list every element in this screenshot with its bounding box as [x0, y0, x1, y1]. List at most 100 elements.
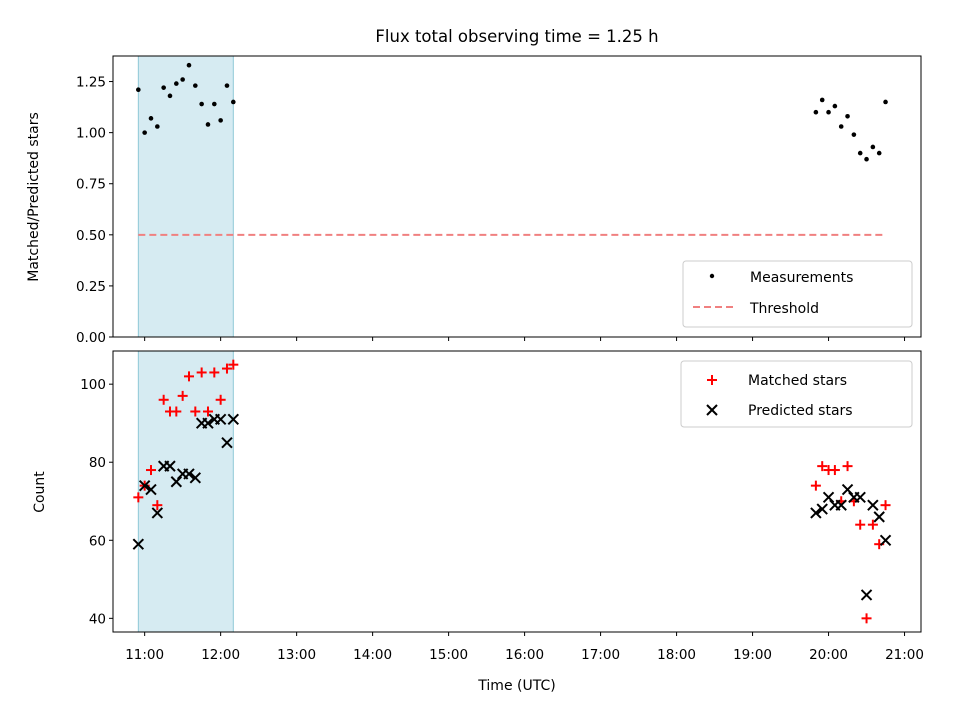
- top-frame: [112, 55, 922, 338]
- bottom-legend: Matched stars Predicted stars: [680, 360, 913, 428]
- x-tick-label: 14:00: [353, 647, 392, 663]
- matched-stars-point: [817, 461, 828, 472]
- legend-label-measurements: Measurements: [750, 270, 853, 286]
- top-y-axis: 0.00 0.25 0.50 0.75 1.00 1.25: [76, 75, 113, 346]
- measurements-point: [838, 124, 844, 129]
- matched-stars-point: [867, 519, 878, 530]
- measurements-point: [167, 93, 173, 99]
- x-tick-label: 19:00: [733, 647, 772, 663]
- x-axis-label: Time (UTC): [477, 678, 555, 694]
- matched-stars-point: [145, 465, 156, 476]
- x-tick-label: 15:00: [429, 647, 468, 663]
- predicted-stars-point: [873, 511, 885, 523]
- predicted-stars-point: [189, 472, 202, 484]
- legend-label-matched-stars: Matched stars: [748, 373, 847, 389]
- measurements-point: [174, 81, 179, 86]
- legend-marker-matched-stars: [707, 375, 717, 385]
- predicted-stars-point: [164, 460, 176, 472]
- matched-stars-point: [842, 461, 853, 472]
- measurements-point: [864, 156, 869, 162]
- measurements-point: [851, 132, 857, 137]
- matched-stars-point: [133, 492, 144, 503]
- x-tick-label: 13:00: [277, 647, 316, 663]
- bottom-legend-box: [680, 360, 913, 428]
- measurements-point: [813, 109, 819, 115]
- matched-stars-point: [196, 367, 207, 378]
- predicted-stars-point: [810, 507, 822, 519]
- matched-stars-point: [228, 359, 239, 370]
- measurements-point: [161, 85, 166, 90]
- measurements-point: [826, 109, 831, 115]
- bottom-frame: [112, 350, 922, 633]
- top-legend: Measurements Threshold: [682, 260, 913, 328]
- legend-marker-predicted-stars: [706, 404, 718, 416]
- top-y-tick-label: 1.00: [76, 126, 106, 142]
- matched-stars-point: [158, 394, 169, 405]
- measurements-point: [199, 101, 204, 107]
- matched-stars-point: [221, 363, 232, 374]
- bottom-panel: 40 60 80 100 11:00 12:00 13:00 14:00 15:00 16:00…: [32, 350, 924, 694]
- measurements-point: [819, 97, 825, 103]
- bottom-y-tick-label: 100: [80, 377, 106, 393]
- top-legend-box: [682, 260, 913, 328]
- predicted-stars-point: [145, 483, 157, 496]
- measurements-point: [883, 99, 888, 105]
- bottom-y-axis: 40 60 80 100: [80, 377, 113, 627]
- measurements-point: [142, 130, 147, 135]
- x-tick-label: 17:00: [581, 647, 620, 663]
- top-y-tick-label: 0.75: [76, 177, 106, 193]
- predicted-stars-point: [867, 499, 879, 511]
- measurements-point: [832, 103, 838, 109]
- predicted-stars-point: [227, 413, 240, 426]
- measurements-point: [193, 83, 198, 88]
- matched-stars-point: [177, 390, 188, 401]
- measurements-point: [876, 150, 882, 156]
- predicted-stars-point: [879, 534, 892, 546]
- bottom-y-tick-label: 40: [89, 611, 106, 627]
- top-panel: 0.00 0.25 0.50 0.75 1.00 1.25 Matched/Predict…: [26, 55, 922, 346]
- top-x-axis: [144, 337, 906, 341]
- measurements-point: [870, 144, 876, 150]
- top-y-axis-label: Matched/Predicted stars: [26, 112, 42, 282]
- measurements-point: [857, 150, 863, 156]
- matched-stars-point: [855, 519, 866, 530]
- predicted-stars-point: [214, 413, 227, 426]
- legend-label-threshold: Threshold: [749, 301, 819, 317]
- matched-stars-point: [215, 394, 226, 405]
- measurements-point: [180, 77, 185, 82]
- measurements-point: [205, 122, 211, 127]
- measurements-point: [224, 83, 230, 88]
- predicted-stars-point: [138, 479, 151, 492]
- top-y-tick-label: 0.50: [76, 228, 106, 244]
- measurements-point: [186, 62, 192, 68]
- predicted-stars-point: [854, 491, 866, 504]
- measurements-point: [136, 87, 141, 93]
- predicted-stars-point: [221, 437, 233, 449]
- measurements-point: [155, 124, 160, 129]
- predicted-stars-point: [822, 491, 835, 504]
- predicted-stars-point: [183, 468, 195, 480]
- x-tick-label: 12:00: [201, 647, 240, 663]
- matched-stars-point: [171, 406, 182, 417]
- matched-stars-point: [202, 406, 213, 417]
- predicted-stars-point: [816, 503, 828, 515]
- measurements-point: [231, 99, 236, 105]
- predicted-stars-point: [132, 538, 145, 550]
- matched-stars-point: [810, 480, 821, 491]
- matched-stars-point: [190, 406, 201, 417]
- bottom-x-axis: 11:00 12:00 13:00 14:00 15:00 16:00 17:00 18:00…: [125, 632, 924, 663]
- x-tick-label: 16:00: [505, 647, 544, 663]
- predicted-stars-point: [170, 476, 183, 488]
- predicted-stars-point: [860, 589, 873, 601]
- predicted-stars-point: [202, 417, 214, 429]
- top-y-tick-label: 1.25: [76, 75, 106, 91]
- x-tick-label: 11:00: [125, 647, 164, 663]
- x-tick-label: 20:00: [809, 647, 848, 663]
- top-highlight-span: [138, 56, 234, 337]
- top-y-tick-label: 0.00: [76, 330, 106, 346]
- chart-title: Flux total observing time = 1.25 h: [375, 27, 658, 46]
- predicted-stars-point: [151, 507, 164, 519]
- matched-stars-point: [152, 500, 163, 511]
- measurements-point: [845, 113, 850, 119]
